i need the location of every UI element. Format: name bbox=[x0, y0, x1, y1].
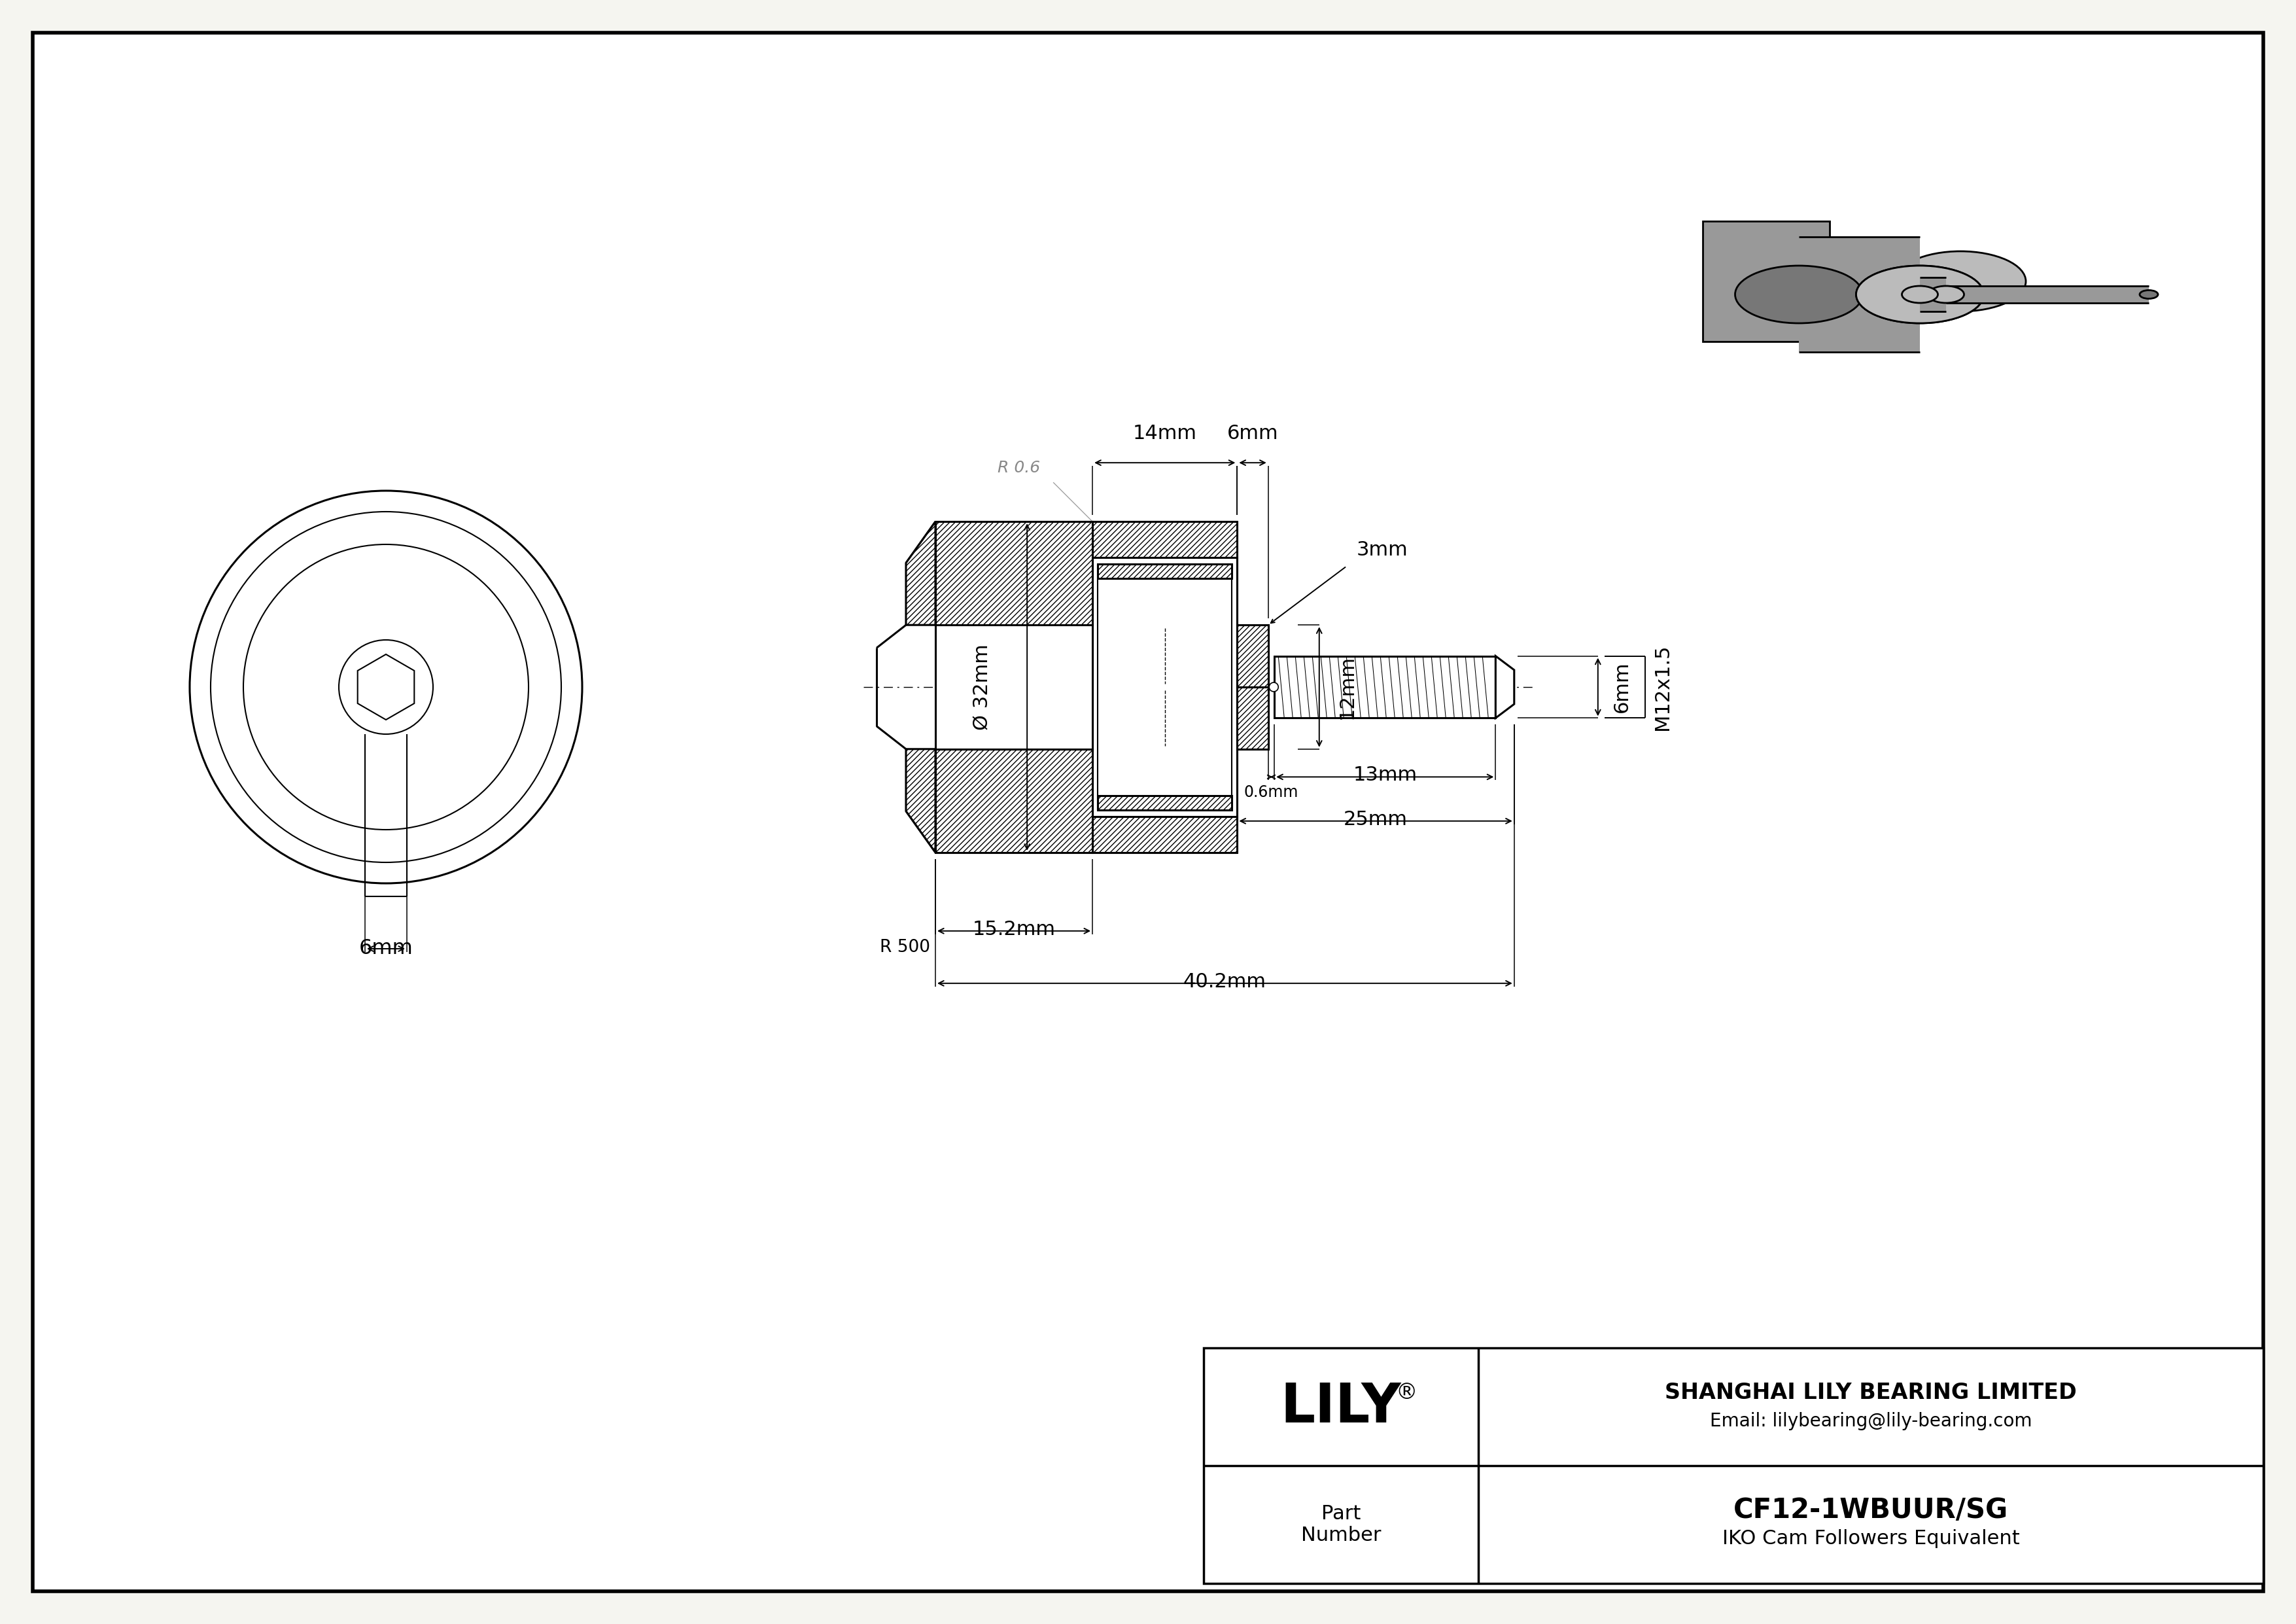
Bar bbox=[1274, 656, 1495, 718]
Ellipse shape bbox=[1855, 266, 1984, 323]
Bar bbox=[1093, 557, 1238, 817]
Circle shape bbox=[243, 544, 528, 830]
Bar bbox=[1238, 687, 1267, 749]
Text: 6mm: 6mm bbox=[358, 939, 413, 958]
Bar bbox=[1238, 625, 1267, 687]
Text: 6mm: 6mm bbox=[1226, 424, 1279, 443]
Polygon shape bbox=[358, 654, 413, 719]
Text: 14mm: 14mm bbox=[1132, 424, 1196, 443]
Text: 25mm: 25mm bbox=[1343, 810, 1407, 828]
Bar bbox=[1798, 237, 1919, 352]
Polygon shape bbox=[1495, 656, 1513, 718]
Ellipse shape bbox=[1901, 286, 1938, 304]
Circle shape bbox=[211, 512, 560, 862]
Text: 12mm: 12mm bbox=[1336, 654, 1357, 719]
Ellipse shape bbox=[1736, 266, 1862, 323]
Circle shape bbox=[191, 490, 583, 883]
Text: 0.6mm: 0.6mm bbox=[1244, 784, 1300, 801]
Polygon shape bbox=[907, 749, 934, 853]
Text: R 500: R 500 bbox=[879, 939, 930, 957]
Bar bbox=[1093, 521, 1238, 557]
Polygon shape bbox=[907, 521, 934, 625]
Bar bbox=[934, 625, 1093, 749]
Text: 6mm: 6mm bbox=[1612, 661, 1632, 713]
Bar bbox=[1097, 796, 1233, 810]
Ellipse shape bbox=[1929, 286, 1963, 304]
Circle shape bbox=[340, 640, 434, 734]
Text: IKO Cam Followers Equivalent: IKO Cam Followers Equivalent bbox=[1722, 1530, 2020, 1548]
Bar bbox=[1093, 817, 1238, 853]
Text: CF12-1WBUUR/SG: CF12-1WBUUR/SG bbox=[1733, 1496, 2009, 1523]
Bar bbox=[934, 749, 1093, 853]
Ellipse shape bbox=[2140, 291, 2158, 299]
Text: SHANGHAI LILY BEARING LIMITED: SHANGHAI LILY BEARING LIMITED bbox=[1665, 1382, 2078, 1403]
Text: Email: lilybearing@lily-bearing.com: Email: lilybearing@lily-bearing.com bbox=[1711, 1411, 2032, 1431]
Text: 40.2mm: 40.2mm bbox=[1182, 973, 1267, 991]
Ellipse shape bbox=[1855, 266, 1984, 323]
Ellipse shape bbox=[1768, 252, 1899, 312]
Bar bbox=[1947, 286, 2149, 304]
Text: Ø 32mm: Ø 32mm bbox=[974, 643, 992, 731]
Text: M12x1.5: M12x1.5 bbox=[1653, 645, 1671, 731]
Text: ®: ® bbox=[1396, 1382, 1417, 1403]
Bar bbox=[934, 521, 1093, 625]
Text: 15.2mm: 15.2mm bbox=[974, 919, 1056, 939]
Bar bbox=[1919, 278, 1947, 312]
Text: LILY: LILY bbox=[1281, 1380, 1401, 1434]
Text: 13mm: 13mm bbox=[1352, 767, 1417, 784]
Bar bbox=[1097, 564, 1233, 578]
Text: R 0.6: R 0.6 bbox=[996, 460, 1040, 476]
Text: Part
Number: Part Number bbox=[1302, 1504, 1380, 1544]
Polygon shape bbox=[1704, 221, 1830, 341]
Bar bbox=[1203, 1348, 2264, 1583]
Ellipse shape bbox=[1894, 252, 2025, 312]
Circle shape bbox=[1270, 682, 1279, 692]
Text: 3mm: 3mm bbox=[1357, 541, 1407, 560]
